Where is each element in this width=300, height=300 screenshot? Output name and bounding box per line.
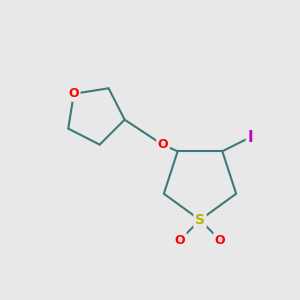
Text: O: O: [175, 233, 185, 247]
Text: I: I: [248, 130, 253, 145]
Text: S: S: [195, 213, 205, 227]
Text: O: O: [215, 233, 225, 247]
Text: O: O: [68, 87, 79, 100]
Text: O: O: [158, 139, 168, 152]
